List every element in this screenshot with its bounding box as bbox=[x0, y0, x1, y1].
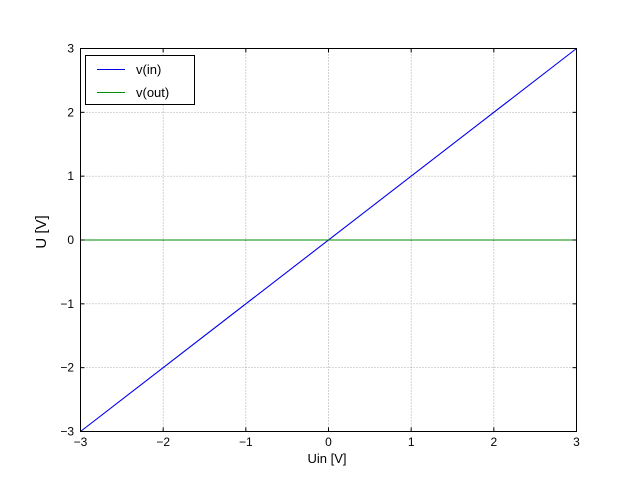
svg-text:−1: −1 bbox=[60, 297, 74, 311]
svg-text:2: 2 bbox=[490, 435, 497, 449]
svg-text:−3: −3 bbox=[60, 425, 74, 439]
svg-text:v(out): v(out) bbox=[136, 85, 169, 100]
svg-text:v(in): v(in) bbox=[136, 62, 161, 77]
svg-text:0: 0 bbox=[67, 233, 74, 247]
svg-text:−3: −3 bbox=[74, 435, 88, 449]
svg-text:3: 3 bbox=[573, 435, 580, 449]
svg-text:−2: −2 bbox=[156, 435, 170, 449]
svg-text:Uin [V]: Uin [V] bbox=[307, 451, 346, 466]
svg-text:−1: −1 bbox=[239, 435, 253, 449]
svg-text:1: 1 bbox=[67, 169, 74, 183]
svg-text:1: 1 bbox=[408, 435, 415, 449]
svg-text:−2: −2 bbox=[60, 361, 74, 375]
svg-text:0: 0 bbox=[325, 435, 332, 449]
svg-text:2: 2 bbox=[67, 105, 74, 119]
svg-text:3: 3 bbox=[67, 42, 74, 56]
svg-text:U [V]: U [V] bbox=[33, 215, 50, 248]
